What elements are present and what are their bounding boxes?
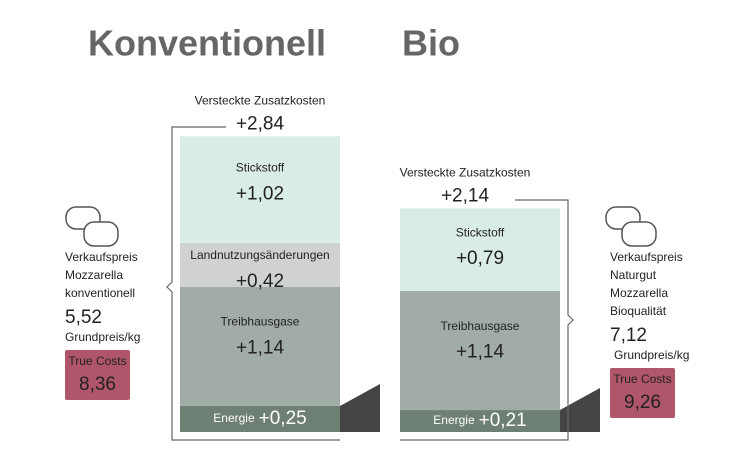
value-label: +1,14 <box>236 337 285 358</box>
hidden-costs-value: +2,14 <box>441 185 490 206</box>
panel-text: Verkaufspreis <box>65 250 138 264</box>
true-costs-box <box>610 368 675 418</box>
category-title: Konventionell <box>88 23 326 64</box>
value-label: +0,42 <box>236 271 284 292</box>
true-costs-value: 9,26 <box>624 392 661 413</box>
value-label: +0,79 <box>456 248 504 269</box>
series-name: Stickstoff <box>456 225 505 239</box>
panel-text: Mozzarella <box>610 286 668 300</box>
true-costs-box <box>65 350 130 400</box>
segment-label: Energie +0,25 <box>213 408 306 429</box>
cheese-icon <box>65 206 657 247</box>
series-name: Landnutzungsänderungen <box>190 248 329 262</box>
bar-segment <box>180 242 340 287</box>
series-name: Energie <box>433 413 475 427</box>
shadow <box>560 388 600 432</box>
panel-text: Bioqualität <box>610 304 667 318</box>
bar-segment <box>180 136 340 243</box>
value-label: +1,14 <box>456 342 505 363</box>
series-name: Energie <box>213 411 255 425</box>
true-costs-label: True Costs <box>68 354 126 368</box>
value-label: +0,21 <box>479 410 527 431</box>
unit: Grundpreis/kg <box>65 330 140 344</box>
bar-segment <box>400 290 560 411</box>
true-costs-value: 8,36 <box>79 374 116 395</box>
bar-segment <box>400 410 560 432</box>
bracket <box>166 126 340 441</box>
hidden-costs-value: +2,84 <box>236 113 285 134</box>
panel-text: Verkaufspreis <box>610 250 683 264</box>
hidden-costs-label: Versteckte Zusatzkosten <box>195 93 326 107</box>
value-label: +0,25 <box>259 408 307 429</box>
price: 7,12 <box>610 325 647 346</box>
bar-segment <box>180 286 340 406</box>
panel-text: Naturgut <box>610 268 657 282</box>
series-name: Treibhausgase <box>221 315 300 329</box>
panel-text: konventionell <box>65 286 135 300</box>
bar-segment <box>180 405 340 432</box>
segment-label: Energie +0,21 <box>433 410 526 431</box>
bar-segment <box>400 208 560 291</box>
shadow <box>340 384 380 432</box>
series-name: Treibhausgase <box>441 319 520 333</box>
bracket <box>400 199 574 441</box>
unit: Grundpreis/kg <box>614 348 689 362</box>
price: 5,52 <box>65 307 102 328</box>
series-name: Stickstoff <box>236 160 285 174</box>
category-title: Bio <box>402 23 460 64</box>
hidden-costs-label: Versteckte Zusatzkosten <box>400 166 531 180</box>
true-costs-label: True Costs <box>613 372 671 386</box>
panel-text: Mozzarella <box>65 268 123 282</box>
value-label: +1,02 <box>236 183 284 204</box>
